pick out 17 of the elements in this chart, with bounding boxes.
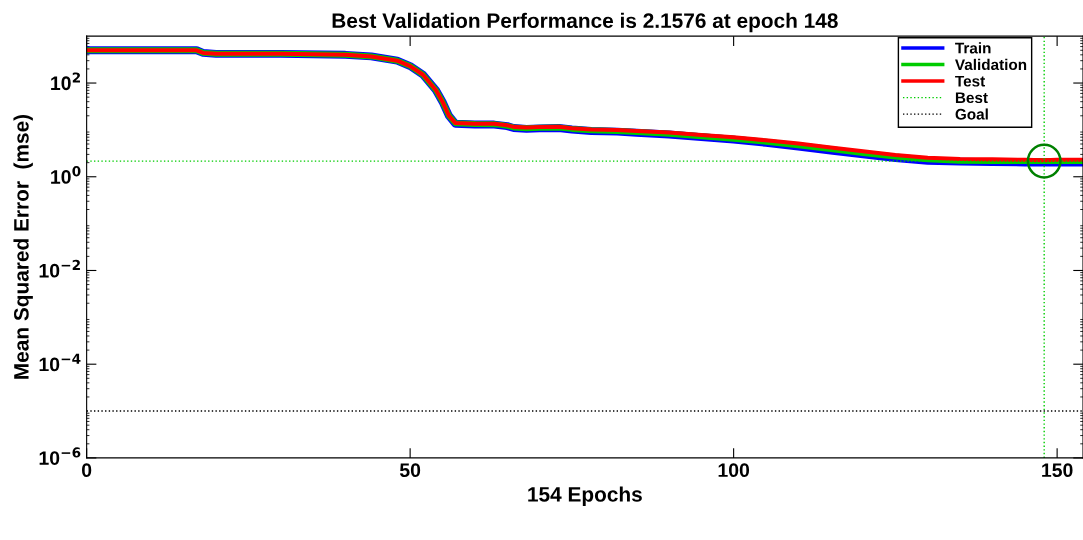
y-axis-title: Mean Squared Error (mse)	[13, 114, 33, 379]
x-tick-label: 50	[399, 463, 421, 478]
y-tick-label: 10$^{−2}$	[39, 259, 80, 278]
legend-label: Best	[955, 92, 988, 104]
legend-label: Train	[955, 42, 991, 54]
x-tick-label: 100	[718, 463, 750, 478]
y-tick-label: 10$^{2}$	[51, 72, 80, 91]
legend-label: Test	[955, 75, 986, 87]
x-axis-title: 154 Epochs	[528, 486, 642, 506]
legend-label: Goal	[955, 108, 988, 120]
y-tick-label: 10$^{0}$	[51, 166, 81, 184]
y-tick-label: 10$^{−6}$	[39, 447, 81, 465]
chart-title: Best Validation Performance is 2.1576 at epoch 148	[332, 12, 838, 33]
x-tick-label: 150	[1042, 463, 1073, 478]
y-tick-label: 10$^{−4}$	[39, 353, 81, 372]
x-tick-label: 0	[82, 463, 92, 478]
legend-label: Validation	[955, 58, 1027, 71]
